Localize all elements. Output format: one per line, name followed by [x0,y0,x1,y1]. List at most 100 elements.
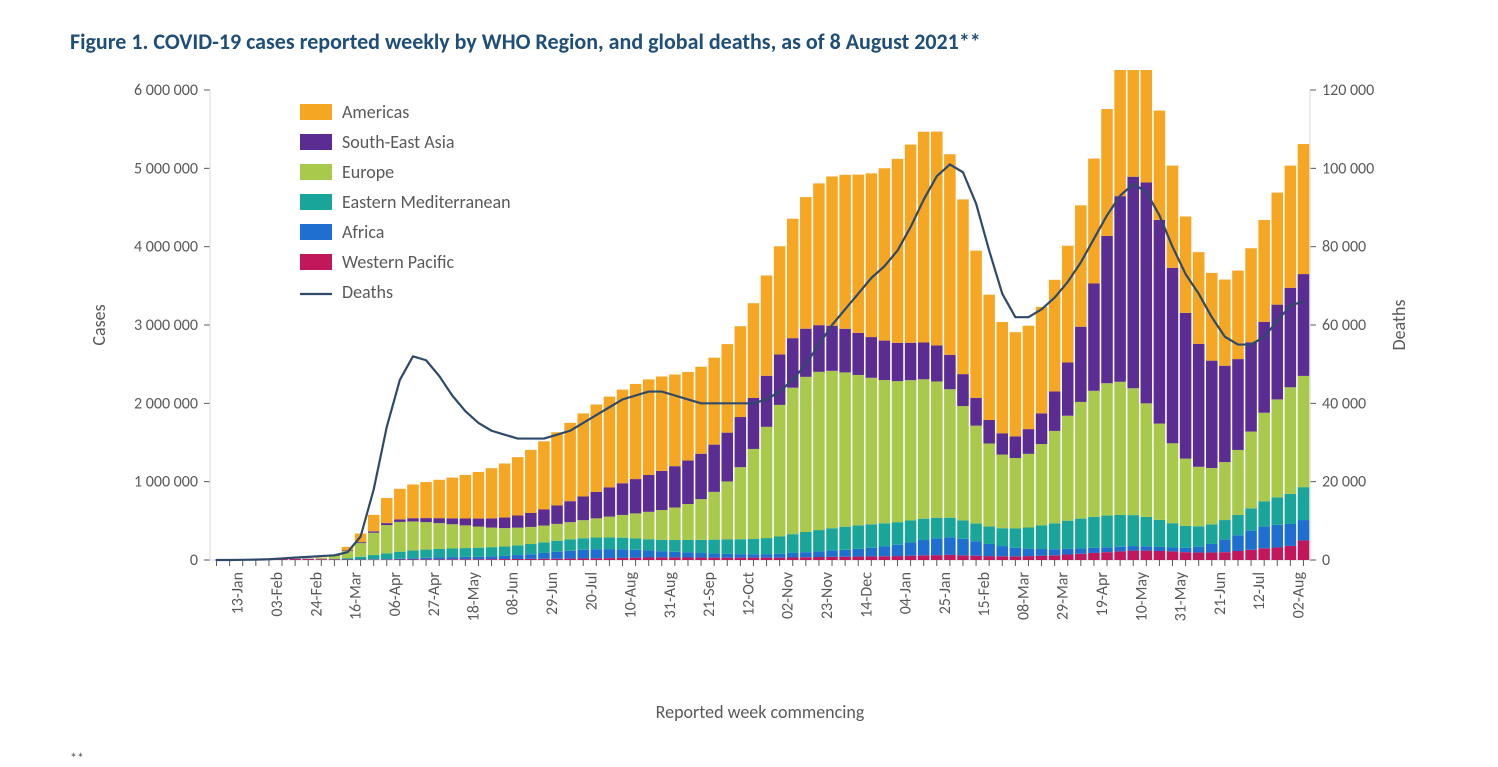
bar-segment [1245,531,1257,550]
bar-segment [722,481,734,539]
bar-segment [695,499,707,540]
x-tick-label: 13-Jan [229,572,248,614]
bar-segment [591,492,603,518]
legend-swatch [300,194,332,210]
bar-segment [656,557,668,560]
bar-segment [538,542,550,553]
legend-label: Europe [342,161,394,183]
bar-segment [381,553,393,559]
bar-segment [1298,376,1310,487]
bar-segment [407,518,419,521]
bar-segment [1285,494,1297,524]
bar-segment [1114,196,1126,382]
bar-segment [1075,548,1087,553]
bar-segment [931,381,943,517]
bar-segment [918,555,930,560]
bar-segment [1049,549,1061,555]
bar-segment [983,556,995,560]
bar-segment [852,557,864,560]
bar-segment [905,520,917,542]
bar-segment [499,556,511,559]
bar-segment [1193,553,1205,560]
bar-segment [944,355,956,389]
bar-segment [931,518,943,539]
bar-segment [1141,546,1153,550]
x-tick-label: 24-Feb [307,572,326,617]
bar-segment [983,544,995,556]
bar-segment [551,559,563,560]
bar-segment [682,540,694,552]
bar-segment [630,558,642,560]
bar-segment [394,559,406,560]
bar-segment [1062,549,1074,555]
bar-segment [748,303,760,398]
x-tick-label: 31-Aug [661,572,680,619]
svg-text:2 000 000: 2 000 000 [134,394,198,413]
bar-segment [800,552,812,557]
bar-segment [473,519,485,527]
bar-segment [447,518,459,524]
bar-segment [1062,521,1074,549]
bar-segment [735,539,747,554]
bar-segment [944,154,956,355]
bar-segment [839,557,851,560]
bar-segment [447,557,459,559]
bar-segment [1075,402,1087,519]
legend-label: Western Pacific [342,251,455,273]
svg-text:1 000 000: 1 000 000 [134,473,198,492]
bar-segment [957,539,969,555]
bar-segment [538,526,550,543]
x-tick-label: 02-Aug [1289,572,1308,619]
bar-segment [460,557,472,559]
x-tick-label: 15-Feb [975,572,994,617]
bar-segment [1167,551,1179,560]
bar-segment [604,549,616,558]
bar-segment [774,354,786,405]
bar-segment [1023,527,1035,548]
bar-segment [473,527,485,548]
bar-segment [1127,177,1139,389]
svg-text:60 000: 60 000 [1322,316,1366,335]
x-tick-label: 04-Jan [897,572,916,614]
x-tick-label: 31-May [1172,571,1191,621]
bar-segment [460,475,472,518]
bar-segment [486,468,498,518]
bar-segment [839,550,851,557]
bar-segment [591,549,603,558]
bar-segment [708,445,720,492]
legend-label: South-East Asia [342,131,454,153]
legend-swatch [300,164,332,180]
bar-segment [708,554,720,558]
bar-segment [577,550,589,559]
bar-segment [1219,280,1231,366]
bar-segment [447,478,459,519]
bar-segment [1193,344,1205,467]
bar-segment [1245,508,1257,530]
bar-segment [879,556,891,560]
bar-segment [970,251,982,398]
bar-segment [944,555,956,560]
bar-segment [1232,450,1244,515]
bar-segment [1023,556,1035,560]
bar-segment [499,518,511,529]
bar-segment [525,450,537,513]
bar-segment [460,548,472,557]
bar-segment [1154,547,1166,551]
bar-segment [761,275,773,375]
bar-segment [1219,462,1231,520]
bar-segment [1206,361,1218,468]
bar-segment [643,512,655,539]
svg-text:120 000: 120 000 [1322,81,1374,100]
svg-text:5 000 000: 5 000 000 [134,159,198,178]
x-tick-label: 21-Sep [700,572,719,617]
bar-segment [643,475,655,512]
bar-segment [499,528,511,546]
bar-segment [394,489,406,520]
bar-segment [551,505,563,523]
bar-segment [394,522,406,552]
bar-segment [1023,326,1035,429]
bar-segment [839,527,851,550]
bar-segment [512,559,524,560]
legend: AmericasSouth-East AsiaEuropeEastern Med… [300,101,511,303]
svg-text:6 000 000: 6 000 000 [134,81,198,100]
